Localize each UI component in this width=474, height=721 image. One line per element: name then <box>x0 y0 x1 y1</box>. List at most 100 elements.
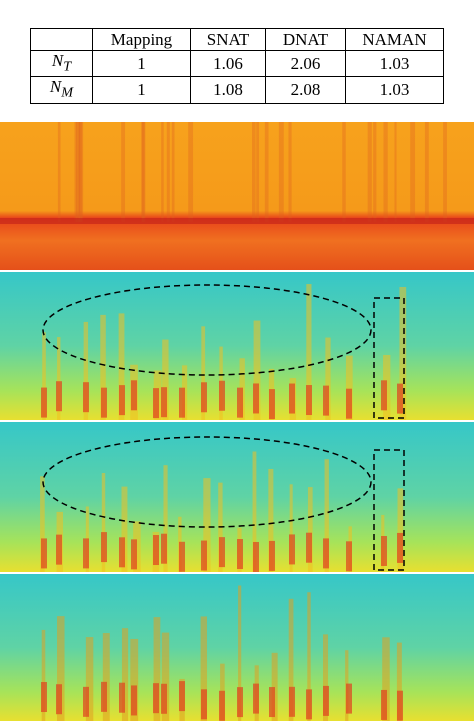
cell: 1.08 <box>190 76 266 104</box>
header-row: Mapping SNAT DNAT NAMAN <box>30 28 444 51</box>
texture <box>131 380 137 411</box>
texture <box>269 540 275 571</box>
texture <box>179 541 185 572</box>
row: NM 1 1.08 2.08 1.03 <box>30 76 444 104</box>
texture <box>289 484 293 572</box>
texture <box>382 637 390 721</box>
texture <box>325 337 331 420</box>
texture <box>288 598 294 721</box>
texture <box>41 682 47 713</box>
texture <box>118 313 125 420</box>
harmonics <box>0 122 474 721</box>
texture <box>41 538 47 569</box>
texture <box>131 685 137 716</box>
texture <box>100 314 106 420</box>
texture <box>153 617 161 721</box>
texture <box>269 389 275 420</box>
texture <box>289 534 295 565</box>
texture <box>219 690 225 721</box>
texture <box>397 690 403 721</box>
texture <box>237 687 243 718</box>
texture <box>119 385 125 416</box>
row-label: NM <box>30 76 93 104</box>
texture <box>289 686 295 717</box>
cell: 1 <box>92 76 191 104</box>
texture <box>288 122 292 222</box>
texture <box>219 537 225 568</box>
texture <box>121 122 126 222</box>
texture <box>121 486 128 572</box>
cell: 1.03 <box>345 76 444 104</box>
texture <box>74 122 78 222</box>
cell: 1.03 <box>345 49 444 78</box>
row-label: NT <box>30 49 93 78</box>
texture <box>56 534 62 565</box>
texture <box>323 634 329 721</box>
texture <box>443 122 447 222</box>
header-cell: Mapping <box>92 28 191 51</box>
texture <box>131 539 137 570</box>
dashed-ellipse <box>42 436 372 528</box>
texture <box>40 476 45 572</box>
texture <box>42 332 46 420</box>
texture <box>162 339 169 420</box>
texture <box>269 687 275 718</box>
dashed-ellipse <box>42 284 372 376</box>
texture <box>268 468 274 572</box>
texture <box>141 122 146 222</box>
texture <box>153 535 159 566</box>
texture <box>85 637 94 721</box>
texture <box>345 355 353 420</box>
texture <box>396 642 402 721</box>
dashed-box <box>373 297 405 419</box>
texture <box>253 541 259 572</box>
texture <box>397 532 403 563</box>
texture <box>306 689 312 720</box>
texture <box>78 122 83 222</box>
texture <box>238 585 242 721</box>
header-cell: DNAT <box>265 28 346 51</box>
texture <box>264 122 269 222</box>
texture <box>383 122 388 222</box>
texture <box>130 638 139 721</box>
texture <box>253 683 259 714</box>
subscript: M <box>61 84 74 101</box>
dashed-box <box>373 449 405 571</box>
texture <box>323 385 329 416</box>
texture <box>166 122 170 222</box>
texture <box>188 122 194 222</box>
spectrogram-noisy <box>0 122 474 270</box>
texture <box>57 337 61 420</box>
texture <box>101 387 107 418</box>
texture <box>163 465 168 572</box>
texture <box>121 628 129 721</box>
texture <box>307 487 313 572</box>
texture <box>83 382 89 413</box>
texture <box>306 284 312 420</box>
texture <box>56 684 62 715</box>
texture <box>306 385 312 416</box>
texture <box>323 685 329 716</box>
texture <box>394 122 397 222</box>
header-cell: SNAT <box>190 28 266 51</box>
texture <box>307 592 311 721</box>
texture <box>397 383 403 414</box>
texture <box>57 122 61 222</box>
texture <box>41 387 47 418</box>
texture <box>289 383 295 414</box>
row: NT 1 1.06 2.06 1.03 <box>30 49 444 78</box>
cell: 1 <box>92 49 191 78</box>
texture <box>41 629 46 721</box>
texture <box>101 681 107 712</box>
texture <box>278 122 284 222</box>
texture <box>373 122 377 222</box>
texture <box>83 321 89 420</box>
texture <box>253 383 259 414</box>
texture <box>171 122 175 222</box>
spectrogram-figure <box>0 122 474 721</box>
texture <box>83 538 89 569</box>
texture <box>219 380 225 411</box>
texture <box>161 683 167 714</box>
texture <box>153 683 159 714</box>
